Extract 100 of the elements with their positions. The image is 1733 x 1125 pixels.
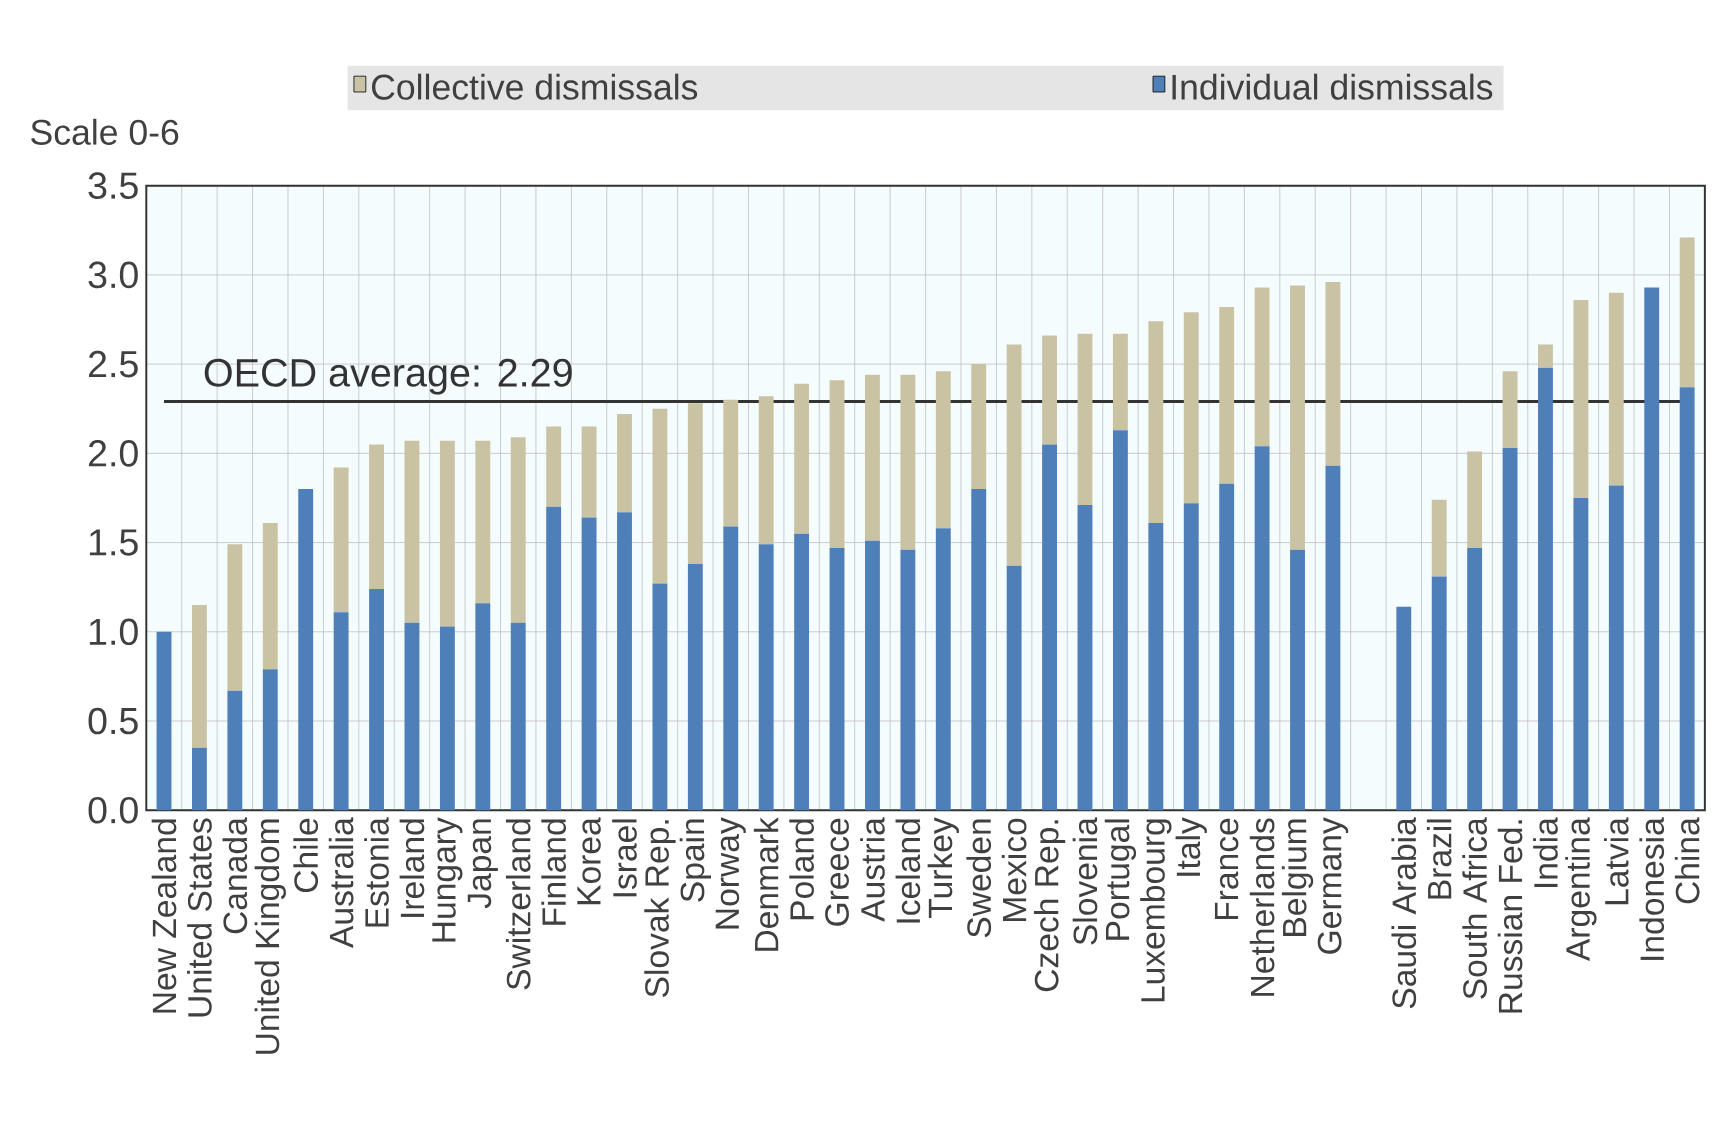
bar — [546, 506, 562, 811]
x-tick-label: United States — [187, 818, 212, 1017]
x-tick-label: Italy — [1175, 817, 1207, 876]
x-tick-label: Turkey — [927, 817, 959, 918]
bar — [369, 444, 384, 589]
x-tick-label: Iceland — [895, 819, 921, 923]
bar — [1219, 483, 1235, 811]
bar — [900, 549, 916, 811]
bar — [1042, 335, 1058, 445]
bar — [404, 440, 420, 623]
bar — [1254, 287, 1270, 447]
bar — [1467, 451, 1483, 548]
bar — [758, 396, 774, 545]
bar — [1112, 429, 1128, 811]
bar — [1396, 606, 1412, 811]
x-tick-label: Finland — [541, 819, 567, 925]
bar — [1538, 367, 1553, 811]
bar — [1608, 485, 1624, 811]
x-tick-label: Canada — [222, 817, 248, 934]
bar — [865, 374, 880, 541]
legend-label: Individual dismissals — [1172, 73, 1493, 100]
bar — [1183, 503, 1199, 811]
bar — [758, 544, 774, 811]
x-tick-label: Latvia — [1603, 817, 1629, 905]
y-tick-label: 1.0 — [89, 618, 138, 645]
bar — [1538, 344, 1553, 368]
bar — [262, 522, 278, 670]
bar — [1006, 565, 1022, 811]
bar — [1325, 281, 1341, 466]
y-axis-title: Scale 0-6 — [31, 118, 179, 145]
bar — [581, 426, 597, 518]
x-tick-label: Sweden — [966, 819, 992, 938]
x-tick-label: Argentina — [1565, 817, 1597, 961]
x-tick-label: Estonia — [364, 817, 389, 927]
x-tick-label: Czech Rep. — [1033, 820, 1066, 991]
bar — [1290, 285, 1305, 550]
x-tick-label: India — [1533, 817, 1558, 887]
bar — [829, 380, 845, 548]
x-tick-label: Portugal — [1104, 819, 1137, 940]
x-tick-label: Slovenia — [1072, 817, 1098, 945]
bar — [652, 408, 668, 584]
x-tick-label: Australia — [328, 817, 354, 948]
bar — [723, 526, 739, 811]
bar — [510, 437, 526, 623]
x-tick-label: Saudi Arabia — [1391, 817, 1417, 1009]
y-tick-label: 0.5 — [88, 707, 138, 735]
x-tick-label: South Africa — [1462, 817, 1487, 999]
x-tick-label: Greece — [825, 818, 849, 926]
bar — [1112, 333, 1128, 430]
bar — [510, 622, 526, 811]
bar — [1608, 292, 1624, 486]
bar — [1077, 504, 1093, 811]
x-tick-label: Hungary — [432, 817, 463, 942]
x-tick-label: Japan — [467, 819, 498, 909]
bar — [1148, 522, 1164, 811]
bar — [1679, 237, 1695, 388]
bar — [723, 399, 739, 527]
bar — [687, 403, 703, 564]
bar — [1502, 447, 1518, 811]
x-tick-label: Austria — [860, 817, 885, 922]
x-tick-label: Brazil — [1426, 819, 1452, 899]
x-tick-label: New Zealand — [151, 819, 177, 1013]
bar — [971, 488, 987, 811]
bar — [829, 547, 845, 811]
x-tick-label: China — [1674, 817, 1700, 904]
x-tick-label: Netherlands — [1249, 818, 1275, 996]
bar — [1219, 306, 1235, 484]
x-tick-label: France — [1214, 818, 1239, 919]
x-tick-label: Israel — [612, 819, 637, 897]
bar — [192, 747, 207, 811]
bar — [1467, 547, 1483, 811]
x-tick-label: Belgium — [1281, 819, 1314, 936]
y-tick-label: 3.5 — [88, 172, 138, 199]
x-tick-label: Luxembourg — [1140, 819, 1172, 1002]
bar — [1325, 465, 1341, 811]
bar — [1431, 576, 1447, 811]
x-tick-label: Russian Fed. — [1497, 820, 1523, 1013]
bar — [262, 669, 278, 811]
bar — [333, 612, 349, 811]
x-tick-label: Indonesia — [1639, 817, 1665, 960]
x-tick-label: Germany — [1317, 817, 1349, 954]
bar — [971, 363, 987, 489]
x-tick-label: Poland — [789, 819, 814, 919]
bar — [298, 488, 314, 811]
bar — [439, 626, 455, 811]
bar — [617, 512, 632, 811]
y-tick-label: 2.0 — [88, 439, 138, 467]
x-tick-label: Spain — [679, 819, 712, 902]
bar — [865, 540, 880, 811]
bar — [475, 603, 491, 811]
bar — [794, 383, 810, 534]
bar — [1644, 287, 1660, 811]
y-tick-label: 1.5 — [89, 529, 138, 556]
bar — [794, 533, 810, 811]
x-tick-label: Denmark — [753, 817, 779, 951]
bar — [935, 528, 951, 811]
bar — [1148, 321, 1164, 523]
y-tick-label: 2.5 — [88, 350, 138, 378]
bar — [617, 413, 632, 513]
bar — [1077, 333, 1093, 505]
